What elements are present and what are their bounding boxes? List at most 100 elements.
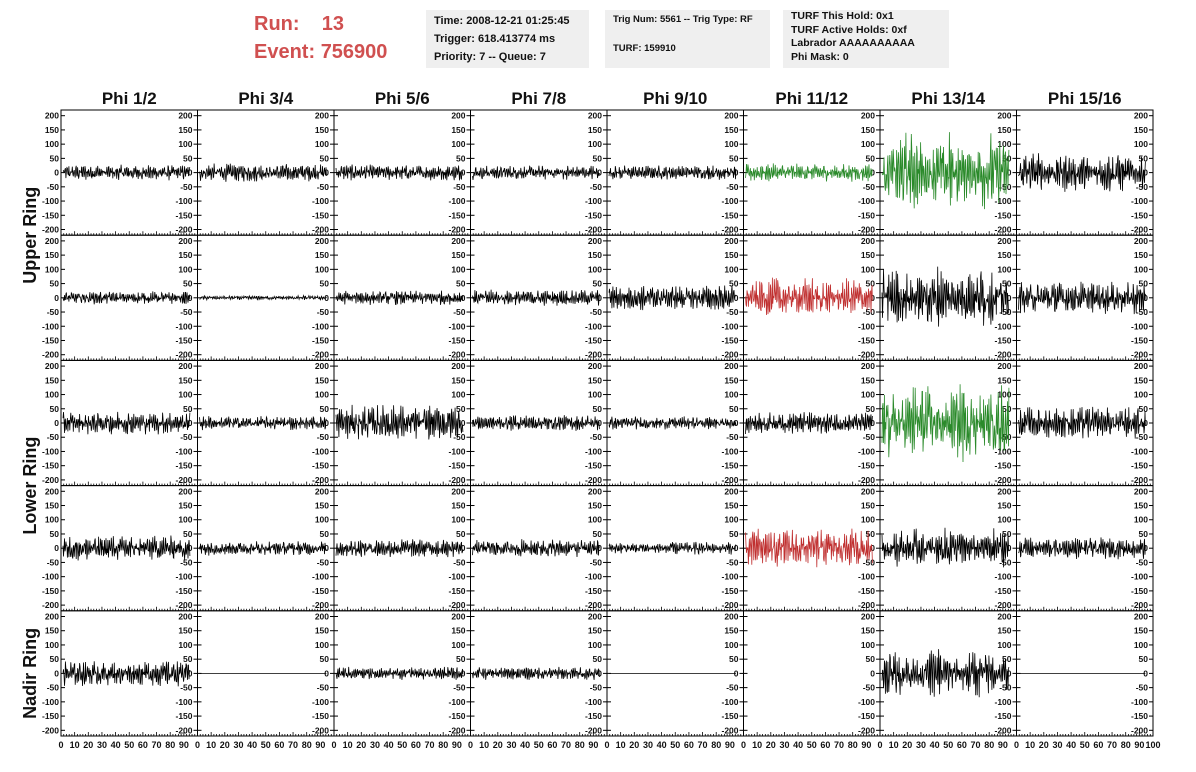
x-tick-label: 80 (575, 740, 585, 750)
waveform-line (62, 661, 191, 687)
y-tick-label: -200 (175, 225, 192, 235)
y-tick-label: -200 (858, 600, 875, 610)
y-tick-label: 100 (178, 390, 192, 400)
x-tick-label: 10 (70, 740, 80, 750)
y-tick-label: -50 (317, 307, 330, 317)
waveform-line (1018, 406, 1146, 439)
y-tick-label: -100 (994, 446, 1011, 456)
y-tick-label: 50 (866, 404, 876, 414)
x-tick-label: 40 (520, 740, 530, 750)
y-tick-label: 50 (1002, 529, 1012, 539)
x-tick-label: 50 (1080, 740, 1090, 750)
y-tick-label: 150 (724, 626, 738, 636)
y-tick-label: 100 (997, 640, 1011, 650)
y-tick-label: -50 (180, 182, 193, 192)
x-tick-label: 50 (943, 740, 953, 750)
row-group-title: Nadir Ring (20, 628, 40, 719)
y-tick-label: -50 (999, 683, 1012, 693)
y-tick-label: -100 (42, 572, 59, 582)
y-tick-label: 150 (997, 250, 1011, 260)
y-tick-label: -100 (721, 697, 738, 707)
y-tick-label: 100 (861, 390, 875, 400)
y-tick-label: -150 (448, 335, 465, 345)
y-tick-label: 0 (1143, 543, 1148, 553)
y-tick-label: -200 (858, 725, 875, 735)
x-tick-label: 90 (1134, 740, 1144, 750)
y-tick-label: -50 (317, 432, 330, 442)
x-tick-label: 10 (616, 740, 626, 750)
x-tick-label: 100 (1145, 740, 1160, 750)
y-tick-label: -200 (1131, 350, 1148, 360)
y-tick-label: 200 (861, 236, 875, 246)
waveform-line (335, 666, 464, 680)
y-tick-label: -200 (585, 600, 602, 610)
y-tick-label: -100 (1131, 572, 1148, 582)
y-tick-label: -50 (726, 307, 739, 317)
y-tick-label: 50 (593, 654, 603, 664)
x-tick-label: 20 (220, 740, 230, 750)
trigger-line: Trigger: 618.413774 ms (434, 33, 556, 45)
y-tick-label: 150 (45, 501, 59, 511)
y-tick-label: 200 (45, 236, 59, 246)
y-tick-label: 50 (456, 279, 466, 289)
y-tick-label: -50 (180, 557, 193, 567)
y-tick-label: -100 (1131, 446, 1148, 456)
x-tick-label: 60 (684, 740, 694, 750)
y-tick-label: 50 (320, 279, 330, 289)
y-tick-label: 200 (451, 361, 465, 371)
y-tick-label: 150 (997, 375, 1011, 385)
waveform-line (199, 415, 327, 431)
column-title: Phi 15/16 (1048, 89, 1122, 108)
y-tick-label: -100 (994, 321, 1011, 331)
column-title: Phi 7/8 (511, 89, 566, 108)
x-tick-label: 30 (506, 740, 516, 750)
y-tick-label: 150 (178, 375, 192, 385)
y-tick-label: -100 (42, 697, 59, 707)
y-tick-label: -150 (175, 711, 192, 721)
y-tick-label: 200 (45, 361, 59, 371)
y-tick-label: -150 (858, 335, 875, 345)
y-tick-label: 200 (997, 486, 1011, 496)
y-tick-label: -100 (42, 321, 59, 331)
y-tick-label: 50 (320, 654, 330, 664)
y-tick-label: 0 (324, 293, 329, 303)
y-tick-label: -100 (312, 446, 329, 456)
x-tick-label: 20 (629, 740, 639, 750)
y-tick-label: 0 (734, 543, 739, 553)
x-tick-label: 10 (1025, 740, 1035, 750)
y-tick-label: -50 (47, 683, 60, 693)
time-info-box: Time: 2008-12-21 01:25:45 Trigger: 618.4… (426, 10, 589, 68)
y-tick-label: -50 (180, 432, 193, 442)
y-tick-label: -100 (1131, 321, 1148, 331)
y-tick-label: -200 (175, 350, 192, 360)
y-tick-label: 50 (1139, 404, 1149, 414)
y-tick-label: -100 (448, 446, 465, 456)
y-tick-label: -200 (448, 350, 465, 360)
waveform-line (199, 294, 327, 302)
y-tick-label: 100 (1134, 515, 1148, 525)
x-tick-label: 70 (425, 740, 435, 750)
y-tick-label: 150 (451, 375, 465, 385)
y-tick-label: -150 (448, 586, 465, 596)
x-tick-label: 50 (261, 740, 271, 750)
y-tick-label: 150 (997, 501, 1011, 511)
y-tick-label: -150 (1131, 586, 1148, 596)
y-tick-label: 50 (50, 404, 60, 414)
y-tick-label: -100 (175, 321, 192, 331)
y-tick-label: -50 (180, 307, 193, 317)
y-tick-label: -50 (453, 432, 466, 442)
y-tick-label: 200 (588, 111, 602, 121)
row-group-title: Upper Ring (20, 187, 40, 284)
y-tick-label: -50 (863, 557, 876, 567)
x-tick-label: 30 (916, 740, 926, 750)
x-tick-label: 0 (58, 740, 63, 750)
y-tick-label: -150 (175, 461, 192, 471)
y-tick-label: -150 (42, 335, 59, 345)
y-tick-label: 200 (588, 236, 602, 246)
y-tick-label: 0 (461, 293, 466, 303)
x-tick-label: 20 (902, 740, 912, 750)
y-tick-label: 200 (315, 611, 329, 621)
y-tick-label: 0 (1007, 418, 1012, 428)
y-tick-label: 100 (178, 640, 192, 650)
